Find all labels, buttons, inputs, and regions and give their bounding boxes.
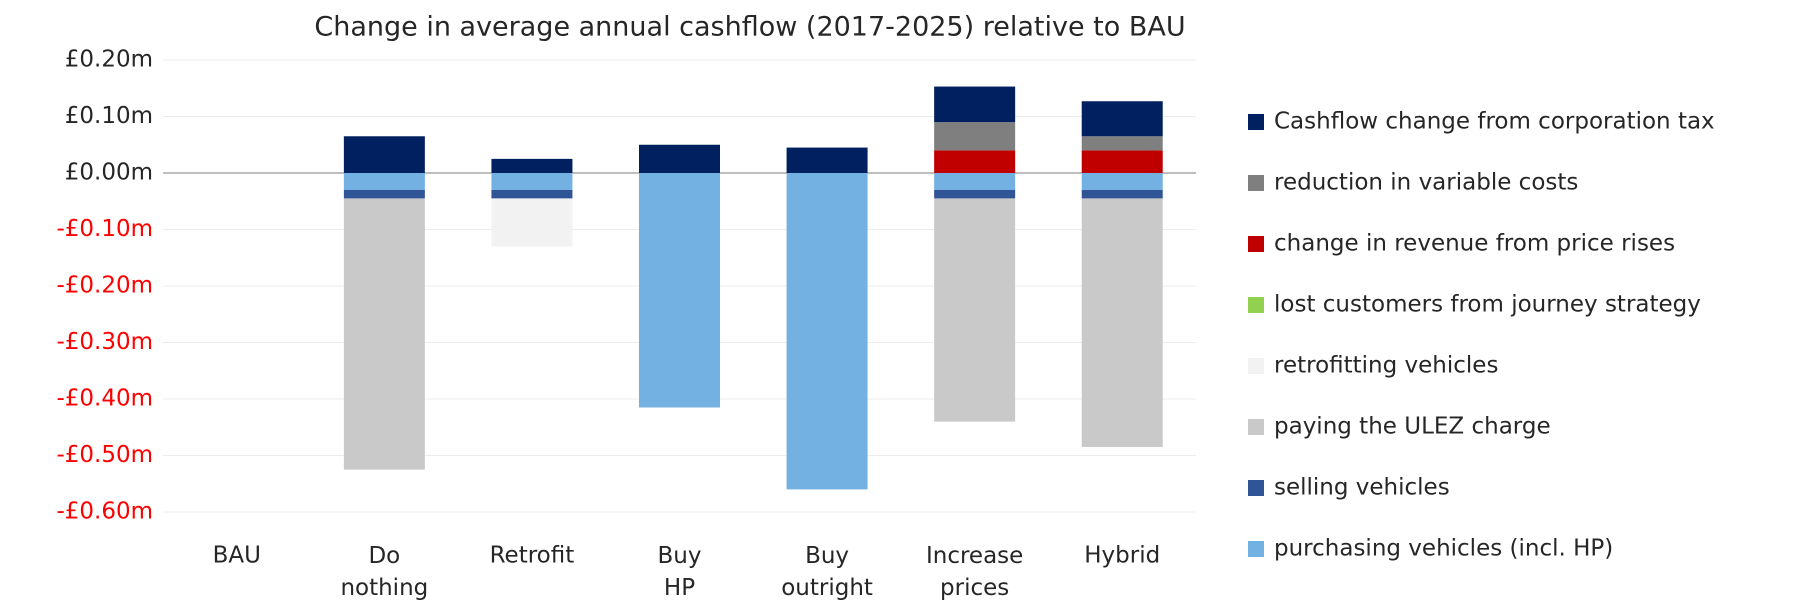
bar-segment [639,173,720,408]
x-tick-label: Retrofit [490,543,575,569]
y-tick-label: -£0.60m [56,499,153,525]
x-tick-label: Do nothing [340,543,428,601]
x-tick-label: BAU [213,543,261,569]
legend-swatch [1248,236,1264,252]
bar-segment [1081,101,1163,137]
bar-segment [343,173,425,190]
bar-segment [491,198,573,247]
bar-segment [491,189,573,199]
y-tick-label: £0.00m [65,160,153,186]
x-tick-label: Buy HP [658,543,702,601]
y-tick-label: -£0.10m [56,216,153,242]
bar-segment [934,198,1016,422]
bar-segment [934,189,1016,199]
bar-segment [343,136,425,173]
legend-swatch [1248,480,1264,496]
bar-segment [491,173,573,190]
bar-segment [1081,173,1163,190]
bar-segment [934,173,1016,190]
bar-segment [1081,198,1163,448]
legend-swatch [1248,541,1264,557]
legend-label: purchasing vehicles (incl. HP) [1274,536,1613,562]
bar-segment [1081,136,1163,151]
bar-segment [786,147,868,173]
y-tick-label: -£0.30m [56,329,153,355]
bar-segment [343,189,425,199]
bar-segment [1081,189,1163,199]
chart-title: Change in average annual cashflow (2017-… [314,12,1185,43]
legend-label: change in revenue from price rises [1274,231,1675,257]
x-tick-label: Increase prices [926,543,1023,601]
bar-segment [343,198,425,470]
legend-swatch [1248,114,1264,130]
legend-label: paying the ULEZ charge [1274,414,1551,440]
legend-label: reduction in variable costs [1274,170,1578,196]
y-tick-label: -£0.20m [56,273,153,299]
bar-segment [934,86,1016,123]
bar-segment [491,158,573,173]
bar-segment [639,144,720,173]
legend-swatch [1248,419,1264,435]
bar-segment [934,150,1016,173]
bar-segment [786,173,868,490]
x-tick-label: Buy outright [781,543,873,601]
x-tick-label: Hybrid [1084,543,1160,569]
y-tick-label: -£0.50m [56,442,153,468]
bar-segment [934,122,1016,151]
bar-segment [1081,150,1163,173]
legend-label: retrofitting vehicles [1274,353,1498,379]
legend-label: selling vehicles [1274,475,1450,501]
y-tick-label: £0.10m [65,103,153,129]
legend-swatch [1248,297,1264,313]
y-tick-label: £0.20m [65,47,153,73]
y-tick-label: -£0.40m [56,386,153,412]
legend-label: Cashflow change from corporation tax [1274,109,1715,135]
legend-label: lost customers from journey strategy [1274,292,1701,318]
legend-swatch [1248,175,1264,191]
legend-swatch [1248,358,1264,374]
